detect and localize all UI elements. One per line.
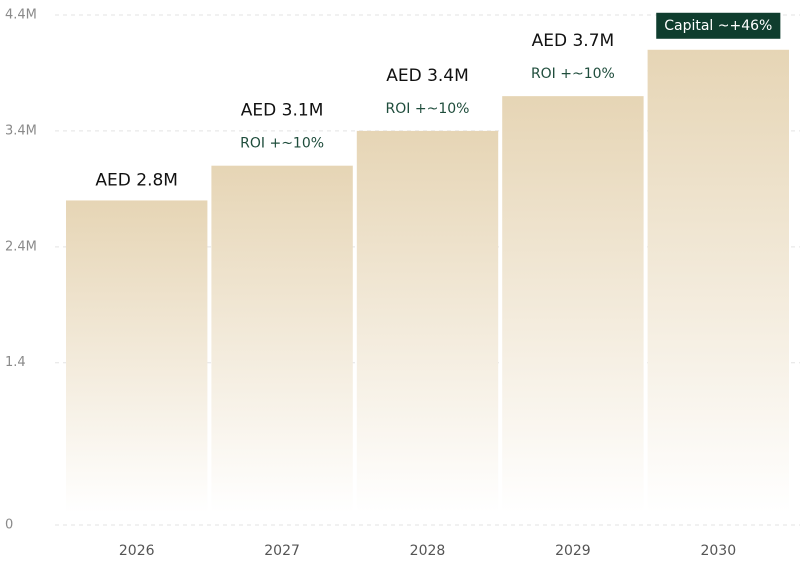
x-tick-label: 2029 <box>555 543 591 559</box>
annotation-badge-text: Capital ~+46% <box>664 18 772 34</box>
value-label: AED 4.1M <box>677 0 760 5</box>
value-label: AED 3.4M <box>386 66 469 86</box>
y-tick-label: 4.4M <box>5 8 37 23</box>
annotation: ROI +~10% <box>386 101 470 117</box>
annotation: ROI +~10% <box>240 136 324 152</box>
annotation: ROI +~10% <box>531 66 615 82</box>
value-label: AED 3.7M <box>532 31 615 51</box>
annotation-badge <box>656 12 781 39</box>
x-tick-label: 2030 <box>700 543 736 559</box>
y-tick-label: 2.4M <box>5 239 37 254</box>
value-label: AED 2.8M <box>95 170 178 190</box>
x-tick-label: 2028 <box>410 543 446 559</box>
x-tick-label: 2026 <box>119 543 155 559</box>
x-tick-label: 2027 <box>264 543 300 559</box>
bar <box>356 130 499 513</box>
y-tick-label: 3.4M <box>5 123 37 138</box>
y-tick-label: 0 <box>5 518 13 533</box>
bar <box>66 200 208 514</box>
bar <box>647 49 789 513</box>
value-label: AED 3.1M <box>241 101 324 121</box>
bar <box>211 165 353 513</box>
y-tick-label: 1.4 <box>5 355 26 370</box>
bar <box>502 96 644 514</box>
